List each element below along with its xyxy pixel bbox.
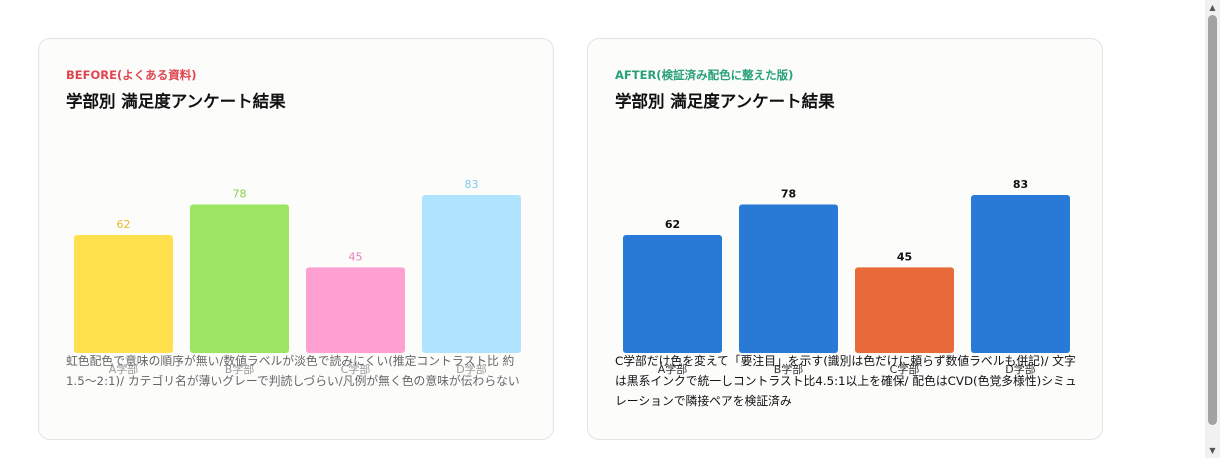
before-value-label-4: 83 [465, 178, 479, 191]
after-category-label-2: B学部 [774, 362, 804, 376]
before-category-label-2: B学部 [225, 362, 255, 376]
before-value-label-3: 45 [349, 250, 363, 263]
before-card: BEFORE(よくある資料) 学部別 満足度アンケート結果 62 A学部 78 B学部… [38, 38, 554, 440]
after-chart-title: 学部別 満足度アンケート結果 [615, 92, 835, 111]
before-note: 虹色配色で意味の順序が無い/数値ラベルが淡色で読みにくい(推定コントラスト比 約… [66, 354, 520, 388]
after-category-label-3: C学部 [890, 362, 920, 376]
before-bar-3 [306, 267, 405, 353]
after-note: C学部だけ色を変えて「要注目」を示す(識別は色だけに頼らず数値ラベルも併記)/ … [615, 354, 1077, 408]
after-kicker: AFTER(検証済み配色に整えた版) [615, 68, 794, 82]
scroll-down-arrow-icon[interactable]: ▼ [1209, 446, 1216, 455]
after-bar-chart: 62 A学部 78 B学部 45 C学部 83 D学部 [623, 178, 1070, 376]
after-value-label-1: 62 [665, 218, 680, 231]
before-kicker: BEFORE(よくある資料) [66, 68, 197, 82]
after-value-label-2: 78 [781, 188, 796, 201]
before-category-label-1: A学部 [109, 362, 139, 376]
before-category-label-3: C学部 [341, 362, 371, 376]
before-bar-4 [422, 195, 521, 353]
scrollbar-thumb[interactable] [1208, 15, 1217, 425]
after-bar-4 [971, 195, 1070, 353]
after-category-label-1: A学部 [658, 362, 688, 376]
after-value-label-3: 45 [897, 250, 912, 263]
after-category-label-4: D学部 [1005, 362, 1035, 376]
before-value-label-2: 78 [233, 188, 247, 201]
after-bar-3 [855, 267, 954, 353]
before-bar-1 [74, 234, 173, 353]
vertical-scrollbar[interactable]: ▲ ▼ [1205, 0, 1220, 458]
before-chart-title: 学部別 満足度アンケート結果 [66, 92, 286, 111]
scroll-up-arrow-icon[interactable]: ▲ [1209, 3, 1216, 12]
after-bar-1 [623, 234, 722, 353]
before-bar-2 [190, 204, 289, 353]
after-card: AFTER(検証済み配色に整えた版) 学部別 満足度アンケート結果 62 A学部 7… [587, 38, 1103, 440]
before-category-label-4: D学部 [456, 362, 486, 376]
before-bar-chart: 62 A学部 78 B学部 45 C学部 83 D学部 [74, 178, 521, 376]
after-value-label-4: 83 [1013, 178, 1028, 191]
after-bar-2 [739, 204, 838, 353]
before-value-label-1: 62 [117, 218, 131, 231]
